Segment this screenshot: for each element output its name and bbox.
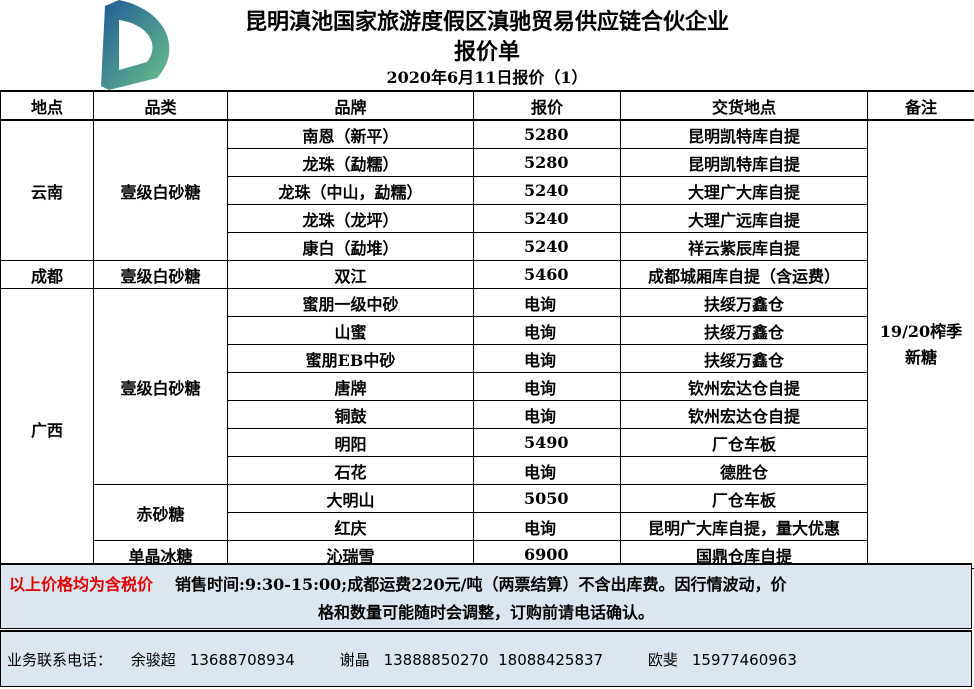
brand-cell: 大明山 [228,485,474,513]
price-cell: 5460 [474,261,621,289]
brand-cell: 龙珠（中山，勐糯） [228,177,474,205]
contact-label: 业务联系电话： [7,651,112,669]
brand-cell: 铜鼓 [228,401,474,429]
price-cell: 电询 [474,401,621,429]
price-cell: 5280 [474,120,621,149]
category-cell: 壹级白砂糖 [94,120,228,261]
delivery-cell: 德胜仓 [621,457,868,485]
price-cell: 电询 [474,289,621,317]
price-cell: 电询 [474,457,621,485]
brand-cell: 南恩（新平） [228,120,474,149]
price-cell: 电询 [474,513,621,541]
category-cell: 赤砂糖 [94,485,228,541]
delivery-cell: 钦州宏达仓自提 [621,373,868,401]
location-cell: 广西 [1,289,94,569]
contact-name: 欧斐 [648,651,678,669]
delivery-cell: 扶绥万鑫仓 [621,317,868,345]
quote-date: 2020年6月11日报价（1） [0,64,974,88]
price-cell: 5280 [474,149,621,177]
brand-cell: 龙珠（勐糯） [228,149,474,177]
category-cell: 壹级白砂糖 [94,261,228,289]
category-cell: 壹级白砂糖 [94,289,228,485]
delivery-cell: 厂仓车板 [621,429,868,457]
contact-phone: 13888850270 18088425837 [384,651,604,669]
column-header: 地点 [1,91,94,120]
price-cell: 5050 [474,485,621,513]
company-title: 昆明滇池国家旅游度假区滇驰贸易供应链合伙企业 [0,4,974,36]
column-header: 备注 [868,91,974,120]
delivery-cell: 昆明广大库自提，量大优惠 [621,513,868,541]
sales-note-cont: 格和数量可能随时会调整，订购前请电话确认。 [1,599,971,627]
location-cell: 云南 [1,120,94,261]
location-cell: 成都 [1,261,94,289]
price-cell: 5240 [474,205,621,233]
table-header: 地点品类品牌报价交货地点备注 [1,91,974,120]
delivery-cell: 厂仓车板 [621,485,868,513]
sales-note: 销售时间:9:30-15:00;成都运费220元/吨（两票结算）不含出库费。因行… [175,575,786,594]
brand-cell: 山蜜 [228,317,474,345]
delivery-cell: 昆明凯特库自提 [621,120,868,149]
remark-cell: 19/20榨季新糖 [868,120,974,569]
contact-name: 余骏超 [131,651,176,669]
brand-cell: 龙珠（龙坪） [228,205,474,233]
brand-cell: 蜜朋EB中砂 [228,345,474,373]
brand-cell: 双江 [228,261,474,289]
brand-cell: 康白（勐堆） [228,233,474,261]
contact-phone: 15977460963 [692,651,797,669]
brand-cell: 红庆 [228,513,474,541]
price-cell: 电询 [474,317,621,345]
delivery-cell: 昆明凯特库自提 [621,149,868,177]
table-row: 广西壹级白砂糖蜜朋一级中砂电询扶绥万鑫仓 [1,289,974,317]
column-header: 品牌 [228,91,474,120]
delivery-cell: 扶绥万鑫仓 [621,345,868,373]
contact-bar: 业务联系电话： 余骏超 13688708934 谢晶 13888850270 180… [0,630,972,687]
delivery-cell: 扶绥万鑫仓 [621,289,868,317]
footer-notes: 以上价格均为含税价 销售时间:9:30-15:00;成都运费220元/吨（两票结算… [0,563,972,629]
column-header: 报价 [474,91,621,120]
brand-cell: 蜜朋一级中砂 [228,289,474,317]
delivery-cell: 钦州宏达仓自提 [621,401,868,429]
delivery-cell: 大理广远库自提 [621,205,868,233]
delivery-cell: 成都城厢库自提（含运费） [621,261,868,289]
column-header: 品类 [94,91,228,120]
brand-cell: 石花 [228,457,474,485]
contact-phone: 13688708934 [190,651,295,669]
price-cell: 电询 [474,373,621,401]
document-title: 报价单 [0,34,974,66]
price-cell: 电询 [474,345,621,373]
brand-cell: 明阳 [228,429,474,457]
price-cell: 5240 [474,233,621,261]
column-header: 交货地点 [621,91,868,120]
delivery-cell: 祥云紫辰库自提 [621,233,868,261]
tax-note: 以上价格均为含税价 [9,575,153,594]
delivery-cell: 大理广大库自提 [621,177,868,205]
brand-cell: 唐牌 [228,373,474,401]
contact-name: 谢晶 [340,651,370,669]
price-cell: 5240 [474,177,621,205]
price-cell: 5490 [474,429,621,457]
